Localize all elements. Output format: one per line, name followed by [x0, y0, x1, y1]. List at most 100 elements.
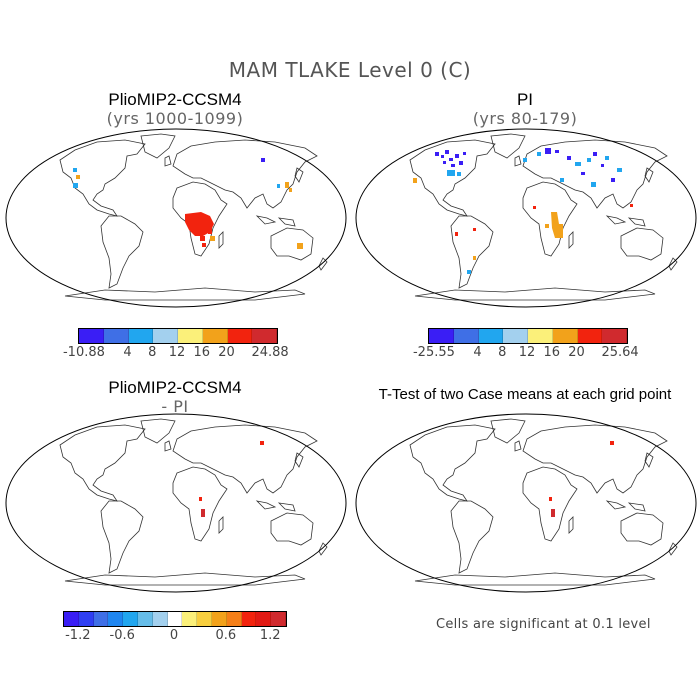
lake-cell	[567, 156, 571, 160]
lake-cell	[200, 236, 205, 241]
colorbar-label: 12	[518, 345, 536, 360]
lake-cell	[551, 509, 555, 517]
lake-cell	[459, 161, 463, 165]
coastline	[270, 227, 314, 261]
lake-cell	[560, 178, 564, 182]
map-svg	[355, 413, 697, 593]
coastline	[627, 502, 646, 512]
panel-title-top-left: PlioMIP2-CCSM4	[108, 90, 242, 109]
coastline	[490, 133, 526, 159]
colorbar-top-right	[428, 328, 628, 344]
coastline	[627, 217, 646, 227]
colorbar-swatch	[93, 612, 109, 626]
coastline	[605, 215, 627, 225]
coastline	[450, 500, 494, 574]
coastline	[255, 500, 277, 510]
colorbar-label: 0	[169, 628, 179, 643]
coastline	[522, 466, 578, 542]
colorbar-swatch	[577, 329, 603, 343]
colorbar-swatch	[211, 612, 227, 626]
lake-cell	[457, 172, 461, 176]
coastline	[59, 424, 146, 502]
map-svg	[5, 413, 347, 593]
colorbar-swatch	[453, 329, 479, 343]
coastline	[294, 452, 304, 468]
lake-cell	[610, 441, 614, 445]
colorbar-label: -25.55	[412, 345, 455, 360]
colorbar-swatch	[128, 329, 154, 343]
lake-cell	[297, 243, 303, 249]
significance-note: Cells are significant at 0.1 level	[436, 617, 651, 632]
colorbar-swatch	[103, 329, 129, 343]
lake-cell	[545, 224, 549, 228]
lake-cell	[185, 212, 214, 236]
colorbar-swatch	[153, 329, 178, 343]
lake-cell	[575, 162, 581, 166]
colorbar-bottom-left	[63, 611, 287, 627]
colorbar-label: 16	[193, 345, 211, 360]
colorbar-label: 16	[543, 345, 561, 360]
colorbar-swatch	[252, 329, 277, 343]
panel-subtitle-top-right: (yrs 80-179)	[472, 109, 578, 128]
colorbar-swatch	[182, 612, 198, 626]
map-bottom-left	[5, 413, 347, 593]
coastline	[409, 139, 496, 217]
coastline	[100, 500, 144, 574]
colorbar-label: 0.6	[215, 628, 237, 643]
colorbar-swatch	[528, 329, 553, 343]
coastline	[59, 139, 146, 217]
coastline	[172, 466, 228, 542]
colorbar-label: 25.64	[601, 345, 639, 360]
colorbar-label: 8	[148, 345, 157, 360]
colorbar-label: 4	[473, 345, 482, 360]
lake-cell	[533, 206, 536, 209]
coastline	[568, 231, 574, 249]
coastline	[172, 181, 228, 257]
lake-cell	[285, 182, 289, 188]
lake-cell	[593, 152, 597, 156]
colorbar-swatch	[202, 329, 228, 343]
colorbar-swatch	[167, 612, 183, 626]
colorbar-swatch	[64, 612, 79, 626]
panel-subtitle-top-left: (yrs 1000-1099)	[106, 109, 244, 128]
coastline	[255, 215, 277, 225]
coastline	[270, 512, 314, 546]
lake-cell	[261, 158, 265, 162]
coastline	[522, 181, 578, 257]
panel-title-bottom-right: T-Test of two Case means at each grid po…	[378, 386, 672, 403]
coastline	[644, 167, 654, 183]
lake-cell	[210, 236, 215, 241]
coastline	[64, 572, 306, 586]
lake-cell	[555, 150, 559, 153]
colorbar-label: 4	[123, 345, 132, 360]
lake-cell	[601, 164, 604, 167]
colorbar-swatch	[79, 329, 104, 343]
lake-cell	[441, 155, 444, 158]
colorbar-swatch	[256, 612, 272, 626]
lake-cell	[277, 184, 280, 188]
lake-cell	[289, 188, 292, 192]
colorbar-swatch	[197, 612, 212, 626]
lake-cell	[455, 154, 459, 158]
coastline	[522, 139, 668, 209]
colorbar-swatch	[602, 329, 627, 343]
map-outline	[355, 128, 697, 308]
lake-cell	[591, 182, 596, 187]
coastline	[172, 424, 318, 494]
figure-title: MAM TLAKE Level 0 (C)	[228, 58, 472, 82]
coastline	[414, 287, 656, 301]
coastline	[164, 155, 172, 167]
coastline	[100, 215, 144, 289]
colorbar-label: 12	[168, 345, 186, 360]
lake-cell	[73, 183, 78, 188]
colorbar-swatch	[152, 612, 168, 626]
colorbar-label: 20	[568, 345, 585, 360]
lake-cell	[449, 158, 453, 161]
lake-cell	[630, 204, 633, 207]
lake-cell	[73, 168, 77, 172]
colorbar-swatch	[78, 612, 94, 626]
coastline	[620, 227, 664, 261]
coastline	[605, 500, 627, 510]
colorbar-swatch	[137, 612, 153, 626]
lake-cell	[549, 497, 552, 501]
